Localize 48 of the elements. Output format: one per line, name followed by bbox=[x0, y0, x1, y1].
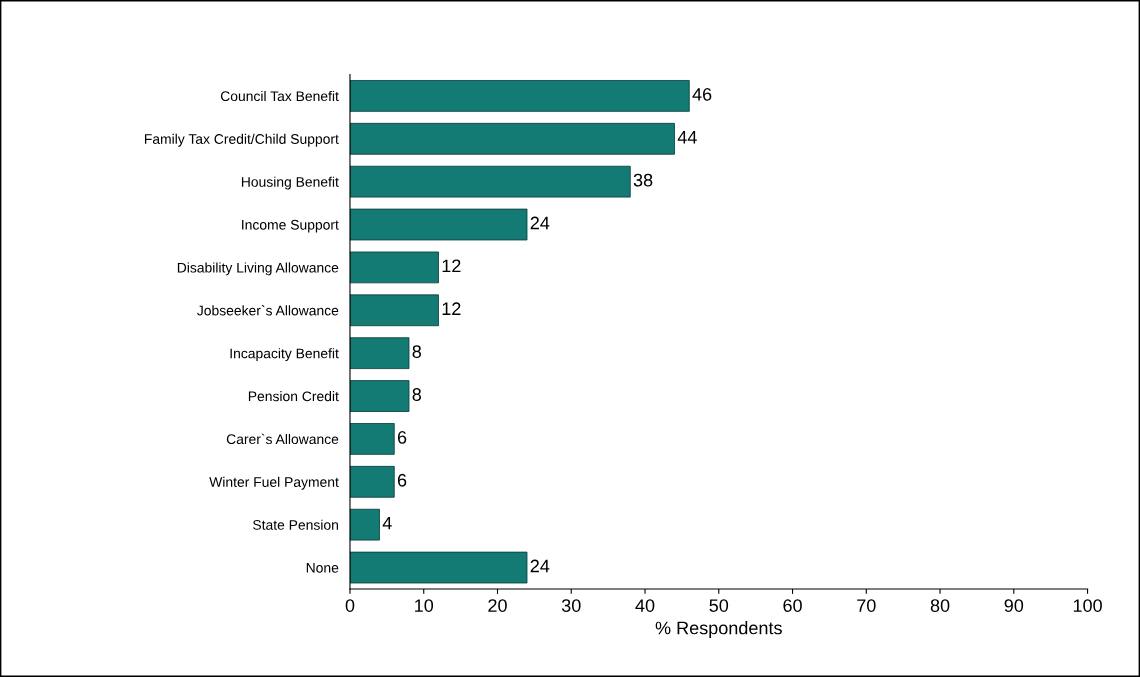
x-tick-label: 40 bbox=[635, 599, 655, 612]
data-label: 38 bbox=[633, 173, 653, 187]
y-tick-label: None bbox=[306, 563, 339, 573]
y-tick-label: Income Support bbox=[242, 219, 339, 233]
data-label: 8 bbox=[412, 388, 422, 401]
y-tick-label: Family Tax Credit/Child Support bbox=[144, 133, 339, 147]
x-tick-label: 60 bbox=[783, 599, 802, 612]
x-tick-label: 0 bbox=[345, 599, 355, 612]
y-tick-label: Jobseeker`s Allowance bbox=[197, 305, 339, 316]
x-tick-label: 100 bbox=[1073, 599, 1102, 612]
y-tick-label: Incapacity Benefit bbox=[230, 348, 339, 362]
data-label: 12 bbox=[442, 259, 461, 273]
x-tick-label: 50 bbox=[709, 599, 729, 612]
bar bbox=[349, 337, 410, 370]
data-label: 46 bbox=[692, 87, 712, 101]
bar bbox=[349, 508, 380, 541]
x-tick-label: 20 bbox=[488, 599, 507, 612]
bar bbox=[349, 122, 675, 155]
x-tick-label: 70 bbox=[857, 599, 876, 612]
y-tick-label: Disability Living Allowance bbox=[177, 262, 339, 276]
data-label: 6 bbox=[397, 430, 407, 444]
data-label: 12 bbox=[442, 302, 461, 315]
y-tick-label: Pension Credit bbox=[248, 391, 339, 402]
y-tick-label: Carer`s Allowance bbox=[226, 433, 339, 445]
bar bbox=[349, 380, 410, 412]
y-tick-label: State Pension bbox=[253, 519, 338, 530]
y-tick-label: Housing Benefit bbox=[241, 176, 339, 190]
bar bbox=[349, 80, 690, 112]
bar bbox=[349, 465, 395, 498]
data-label: 44 bbox=[677, 131, 697, 144]
x-tick-label: 10 bbox=[415, 599, 434, 612]
x-tick-label: 30 bbox=[561, 599, 581, 612]
x-tick-label: 90 bbox=[1004, 599, 1024, 612]
data-label: 4 bbox=[382, 516, 392, 530]
y-tick-label: Winter Fuel Payment bbox=[209, 476, 339, 490]
bar bbox=[349, 551, 528, 584]
bar bbox=[349, 251, 439, 284]
data-label: 6 bbox=[397, 473, 407, 487]
x-axis-title: % Respondents bbox=[655, 621, 782, 638]
x-tick-label: 80 bbox=[930, 599, 950, 612]
bar bbox=[349, 423, 395, 455]
bar bbox=[349, 165, 631, 198]
data-label: 24 bbox=[530, 559, 550, 573]
y-tick-label: Council Tax Benefit bbox=[220, 90, 339, 102]
bar bbox=[349, 294, 439, 327]
data-label: 8 bbox=[412, 345, 422, 359]
bar bbox=[349, 208, 528, 241]
data-label: 24 bbox=[530, 216, 550, 230]
